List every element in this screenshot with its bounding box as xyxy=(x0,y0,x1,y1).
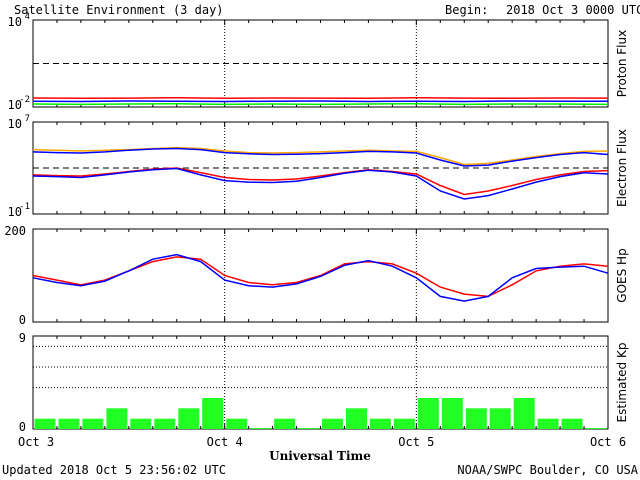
kp-panel: 9 0 Estimated Kp xyxy=(19,331,629,434)
proton-ytick-label: 10 xyxy=(8,98,22,112)
x-axis-label: Universal Time xyxy=(269,449,371,463)
goes_hp-series-blue-1 xyxy=(32,253,609,302)
kp-bar xyxy=(441,398,463,429)
proton-ytick-exponent: -2 xyxy=(19,95,30,105)
kp-bar xyxy=(346,408,367,429)
kp-bar xyxy=(106,408,128,429)
kp-ytick-label: 0 xyxy=(19,420,26,434)
kp-bar xyxy=(369,418,391,429)
proton-series-red-0 xyxy=(32,97,609,100)
kp-bar xyxy=(585,428,607,429)
kp-bar xyxy=(537,418,559,429)
proton-y-axis-label: Proton Flux xyxy=(615,30,629,97)
chart-title: Satellite Environment (3 day) xyxy=(14,3,224,17)
source-credit: NOAA/SWPC Boulder, CO USA xyxy=(457,463,638,477)
kp-y-axis-label: Estimated Kp xyxy=(615,343,629,423)
kp-bar xyxy=(58,418,80,429)
kp-bar xyxy=(489,408,511,429)
goes_hp-ytick-label: 0 xyxy=(19,313,26,327)
kp-bar xyxy=(393,418,415,429)
electron-ytick-label: 10 xyxy=(8,205,22,219)
begin-value: 2018 Oct 3 0000 UTC xyxy=(506,3,640,17)
kp-bar xyxy=(417,398,439,429)
kp-bar xyxy=(34,418,56,429)
proton-ytick-exponent: 4 xyxy=(25,12,30,22)
x-tick-label: Oct 6 xyxy=(590,435,626,449)
proton-series-blue-1 xyxy=(32,100,608,103)
kp-bar xyxy=(322,418,343,429)
proton-frame xyxy=(32,19,609,108)
electron-ytick-exponent: -1 xyxy=(19,202,30,212)
kp-bar xyxy=(513,398,535,429)
x-tick-label: Oct 4 xyxy=(207,435,243,449)
x-tick-label: Oct 5 xyxy=(398,435,434,449)
electron-series-red-2 xyxy=(32,167,609,196)
kp-ytick-label: 9 xyxy=(19,331,26,345)
electron-series-blue-1 xyxy=(32,147,609,167)
electron-ytick-label: 10 xyxy=(8,117,22,131)
begin-label: Begin: xyxy=(445,3,488,17)
x-axis: Oct 3 Oct 4 Oct 5 Oct 6 xyxy=(18,435,626,449)
kp-bar xyxy=(226,418,248,429)
kp-bar xyxy=(274,418,296,429)
kp-bar xyxy=(465,408,487,429)
kp-bar xyxy=(202,398,224,429)
kp-bar xyxy=(82,418,104,429)
proton-series-green-2 xyxy=(32,102,609,106)
electron-frame xyxy=(32,121,609,215)
kp-bar xyxy=(130,418,152,429)
updated-timestamp: Updated 2018 Oct 5 23:56:02 UTC xyxy=(2,463,226,477)
kp-bar xyxy=(561,418,583,429)
kp-bar xyxy=(154,418,176,429)
proton-ytick-label: 10 xyxy=(8,15,22,29)
kp-bar xyxy=(178,408,200,429)
goes_hp-panel: 200 0 GOES Hp xyxy=(4,224,629,327)
goes_hp-ytick-label: 200 xyxy=(4,224,26,238)
electron-y-axis-label: Electron Flux xyxy=(615,129,629,207)
x-tick-label: Oct 3 xyxy=(18,435,54,449)
kp-bar xyxy=(250,428,272,429)
electron-ytick-exponent: 7 xyxy=(25,114,30,124)
kp-bar xyxy=(298,428,319,429)
electron-series-blue-3 xyxy=(32,167,609,200)
goes_hp-y-axis-label: GOES Hp xyxy=(615,248,629,302)
